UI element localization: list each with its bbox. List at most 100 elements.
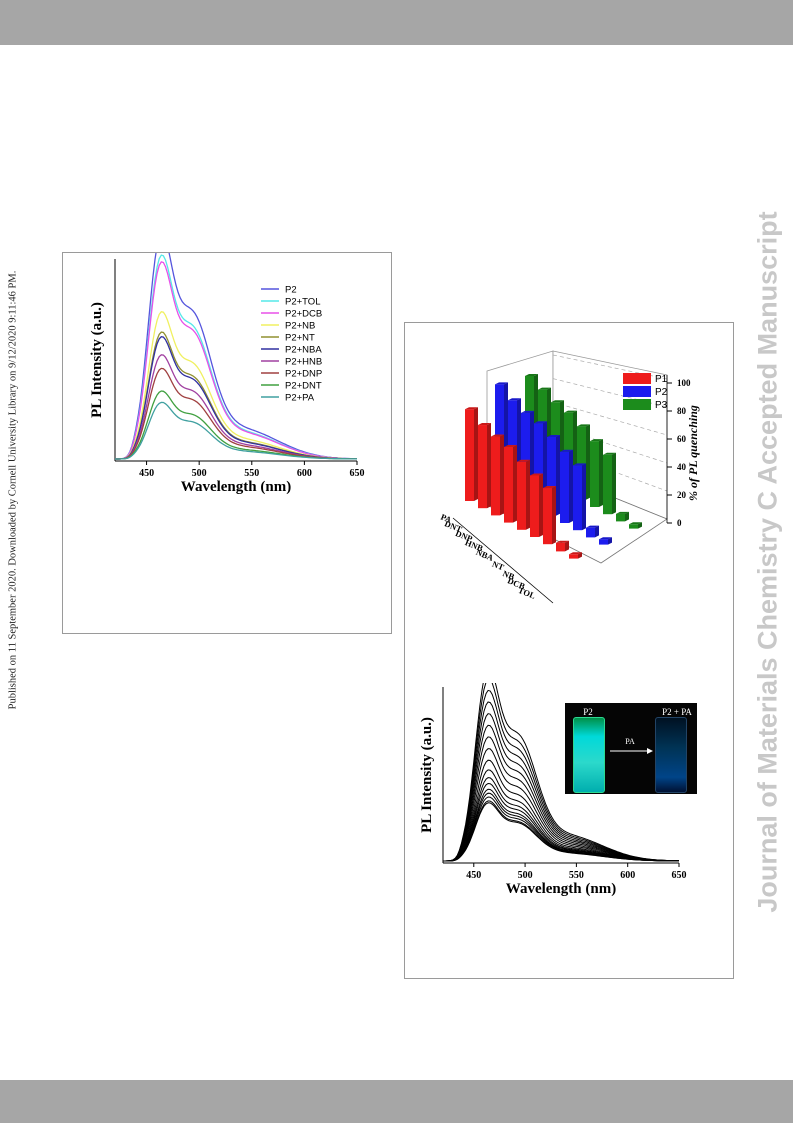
x-tick-label: 500 bbox=[518, 870, 533, 881]
bar-side bbox=[552, 486, 556, 545]
bar bbox=[547, 436, 556, 516]
bar bbox=[543, 488, 552, 545]
bar-side bbox=[599, 439, 603, 507]
bar-side bbox=[612, 452, 616, 515]
z-tick-label: 40 bbox=[677, 462, 687, 472]
legend-swatch bbox=[623, 386, 651, 397]
category-label: PA bbox=[439, 512, 453, 526]
bar-side bbox=[487, 423, 491, 509]
z-tick-label: 20 bbox=[677, 490, 687, 500]
bar-top bbox=[551, 400, 564, 403]
legend-entry: P2+NBA bbox=[285, 345, 322, 356]
bar-side bbox=[625, 511, 629, 522]
bar bbox=[603, 454, 612, 515]
bar-top bbox=[577, 424, 590, 427]
journal-watermark: Journal of Materials Chemistry C Accepte… bbox=[752, 211, 783, 913]
bar-top bbox=[603, 452, 616, 455]
bar-side bbox=[578, 552, 582, 559]
bar-top bbox=[478, 423, 491, 426]
publication-note: Published on 11 September 2020. Download… bbox=[7, 270, 19, 710]
bar-top bbox=[616, 511, 629, 514]
bar bbox=[573, 465, 582, 531]
x-axis-label: Wavelength (nm) bbox=[506, 881, 616, 897]
bar-top bbox=[465, 407, 478, 410]
bar-side bbox=[500, 434, 504, 516]
bar bbox=[465, 409, 474, 501]
legend-entry: P3 bbox=[655, 400, 668, 411]
bar-top bbox=[521, 410, 534, 413]
vial-photo-inset: P2 P2 + PA PA bbox=[565, 703, 697, 794]
y-axis-label: PL Intensity (a.u.) bbox=[419, 717, 435, 833]
legend-entry: P2+NB bbox=[285, 321, 315, 332]
bar-top bbox=[556, 540, 569, 543]
x-tick-label: 650 bbox=[672, 870, 687, 881]
bar bbox=[577, 426, 586, 500]
titration-chart: 450 500 550 600 650 Wavelength (nm) PL Intensi… bbox=[419, 683, 687, 897]
legend-entry: P2 bbox=[285, 285, 297, 296]
x-tick-label: 500 bbox=[192, 468, 207, 479]
bar-top bbox=[530, 473, 543, 476]
z-axis-label: % of PL quenching bbox=[686, 405, 700, 501]
category-label: NB bbox=[501, 568, 516, 582]
bar bbox=[590, 441, 599, 507]
bar-top bbox=[590, 439, 603, 442]
bar bbox=[556, 542, 565, 552]
bar-side bbox=[526, 459, 530, 530]
vial-p2-pa bbox=[655, 717, 687, 793]
x-tick-label: 450 bbox=[466, 870, 481, 881]
legend-swatch bbox=[623, 399, 651, 410]
x-axis-label: Wavelength (nm) bbox=[181, 479, 291, 495]
bar-side bbox=[595, 525, 599, 538]
bar-side bbox=[638, 522, 642, 529]
grid-line bbox=[552, 425, 668, 464]
bar bbox=[586, 527, 595, 538]
legend-swatch bbox=[623, 373, 651, 384]
bar bbox=[521, 412, 530, 502]
y-axis-label: PL Intensity (a.u.) bbox=[89, 302, 105, 418]
grid-line bbox=[552, 401, 668, 436]
bar-top bbox=[508, 398, 521, 401]
bar bbox=[517, 461, 526, 530]
pl-spectra-panel: 450 500 550 600 650 Wavelength (nm) PL Intensi… bbox=[62, 231, 392, 634]
category-label: NT bbox=[491, 559, 506, 573]
bar-side bbox=[582, 463, 586, 531]
vial-p2 bbox=[573, 717, 605, 793]
legend-entry: P2+DCB bbox=[285, 309, 322, 320]
bar-side bbox=[556, 434, 560, 516]
bar bbox=[530, 475, 539, 537]
bar bbox=[629, 524, 638, 529]
pl-spectra-chart: 450 500 550 600 650 Wavelength (nm) PL Intensi… bbox=[89, 231, 365, 495]
bar bbox=[569, 554, 578, 559]
bar-side bbox=[474, 407, 478, 501]
legend-entry: P2+NT bbox=[285, 333, 315, 344]
bar bbox=[599, 539, 608, 545]
series-line bbox=[115, 401, 357, 460]
category-label: NBA bbox=[475, 547, 496, 563]
bar-top bbox=[525, 373, 538, 376]
bar bbox=[534, 423, 543, 509]
bar-top bbox=[495, 382, 508, 385]
z-tick-label: 80 bbox=[677, 406, 687, 416]
bar-top bbox=[543, 486, 556, 489]
bar bbox=[491, 436, 500, 516]
bottom-banner bbox=[0, 1080, 793, 1123]
bar-side bbox=[513, 445, 517, 523]
grid-line bbox=[552, 449, 668, 492]
bar-top bbox=[564, 410, 577, 413]
x-tick-label: 450 bbox=[139, 468, 154, 479]
legend-entry: P1 bbox=[655, 374, 668, 385]
bar-top bbox=[586, 525, 599, 528]
bar-top bbox=[560, 449, 573, 452]
z-tick-label: 60 bbox=[677, 434, 687, 444]
inset-p2-label: P2 bbox=[583, 707, 593, 717]
bar-top bbox=[517, 459, 530, 462]
bar-side bbox=[586, 424, 590, 500]
grid-line bbox=[552, 378, 668, 408]
bar-top bbox=[534, 421, 547, 424]
bar bbox=[478, 425, 487, 509]
x-tick-label: 550 bbox=[244, 468, 259, 479]
x-tick-label: 650 bbox=[350, 468, 365, 479]
bar-top bbox=[504, 445, 517, 447]
category-axis bbox=[452, 517, 554, 604]
